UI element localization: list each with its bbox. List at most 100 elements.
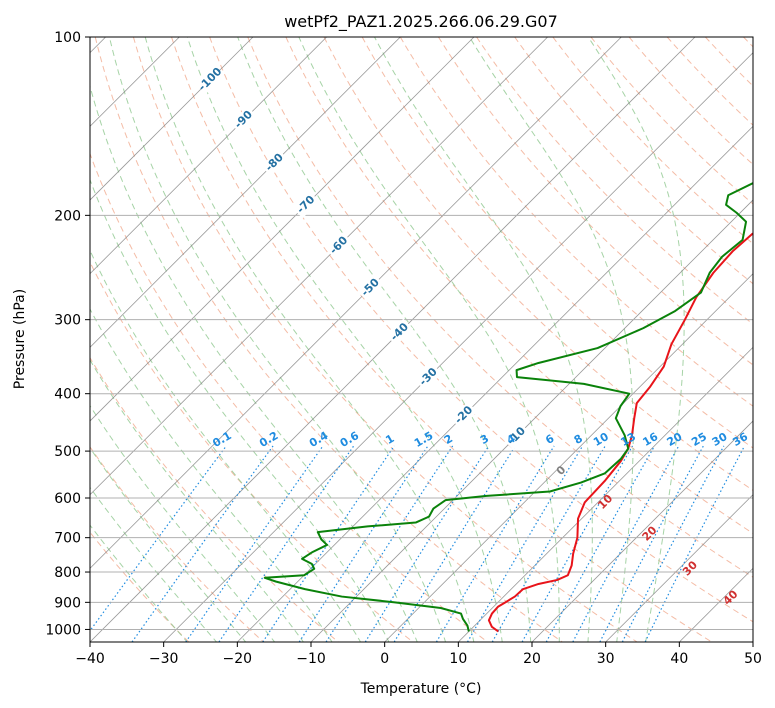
moist-adiabat-line [90, 486, 218, 642]
x-tick-label: −10 [296, 651, 326, 667]
mixing-ratio-line [521, 445, 634, 642]
x-tick-label: −40 [75, 651, 105, 667]
dry-adiabat-line [552, 37, 753, 245]
moist-adiabat-line [587, 37, 685, 642]
isotherm-line [237, 125, 753, 642]
y-tick-label: 400 [54, 387, 81, 403]
isotherm-line [458, 346, 753, 642]
y-tick-label: 800 [54, 565, 81, 581]
mixing-ratio-line [185, 445, 324, 642]
y-tick-label: 1000 [45, 622, 81, 638]
x-tick-label: −30 [149, 651, 179, 667]
dry-adiabat-line [247, 37, 753, 578]
x-tick-label: 50 [744, 651, 762, 667]
x-tick-label: −20 [223, 651, 253, 667]
moist-adiabat-line [90, 308, 333, 642]
dewpoint-profile-line [263, 181, 753, 632]
isotherm-label-bg [450, 401, 478, 429]
chart-title: wetPf2_PAZ1.2025.266.06.29.G07 [284, 12, 558, 32]
dry-adiabat-line [590, 37, 753, 205]
moist-adiabat-line [90, 447, 247, 642]
moist-adiabat-line [90, 359, 305, 642]
moist-adiabat-line [186, 37, 503, 642]
mixing-ratio-line [393, 445, 516, 642]
moist-adiabat-line [144, 37, 475, 642]
moist-adiabat-line [469, 37, 634, 642]
mixing-ratio-line [325, 445, 454, 642]
x-axis-label: Temperature (°C) [360, 681, 482, 697]
moist-adiabat-line [90, 524, 188, 642]
moist-adiabat-line [298, 37, 560, 642]
isotherm-line [90, 37, 254, 201]
isotherm-line [90, 37, 475, 422]
mixing-ratio-line [364, 445, 490, 642]
isotherm-line [90, 37, 622, 569]
isotherm-line [531, 420, 753, 642]
dry-adiabat-line [209, 37, 753, 623]
isotherm-line [90, 37, 548, 496]
mixing-ratio-line [131, 445, 274, 642]
isotherm-line [384, 273, 753, 642]
sounding-series [263, 181, 753, 633]
mixing-ratio-line [218, 445, 355, 642]
x-tick-label: 10 [449, 651, 467, 667]
dry-adiabat-line [90, 446, 264, 642]
isotherm-line [90, 37, 327, 275]
dry-adiabat-line [94, 37, 563, 642]
dry-adiabat-line [399, 37, 753, 407]
moist-adiabat-line [108, 37, 447, 642]
isotherm-label-bg [292, 191, 320, 219]
y-axis-label: Pressure (hPa) [12, 289, 28, 389]
moist-adiabat-line [90, 249, 362, 642]
y-tick-label: 700 [54, 531, 81, 547]
isotherm-line [310, 199, 753, 642]
y-tick-label: 300 [54, 313, 81, 329]
axes: −40 −30 −20 −10 0 10 20 30 40 50 1000 900 800 700 600 5… [45, 30, 762, 667]
y-tick-label: 500 [54, 444, 81, 460]
isotherm-line [90, 37, 401, 348]
dry-adiabat-line [132, 37, 638, 642]
dry-adiabat-line [285, 37, 753, 535]
x-tick-label: 20 [523, 651, 541, 667]
plot-frame [89, 36, 754, 643]
mixing-ratio-line [621, 445, 725, 642]
isotherm-line [752, 641, 753, 642]
dry-adiabat-line [438, 37, 753, 366]
mixing-ratio-line [298, 445, 429, 642]
mixing-ratio-line [644, 445, 746, 642]
mixing-ratio-line [435, 445, 555, 642]
background-lines [90, 37, 753, 642]
x-tick-label: 0 [380, 651, 389, 667]
isotherm-label-bg [503, 422, 531, 450]
dry-adiabat-line [171, 37, 713, 642]
x-tick-label: 30 [597, 651, 615, 667]
isotherm-label-bg [325, 232, 353, 260]
y-tick-label: 600 [54, 491, 81, 507]
isotherm-line [163, 52, 753, 642]
dry-adiabat-line [90, 260, 414, 642]
moist-adiabat-line [90, 404, 276, 642]
y-tick-label: 900 [54, 595, 81, 611]
isotherm-label-bg [386, 318, 414, 346]
dry-adiabat-line [90, 356, 339, 642]
mixing-ratio-line [545, 445, 656, 642]
isotherm-label-bg [357, 274, 385, 302]
dry-adiabat-line [323, 37, 753, 491]
y-tick-label: 100 [54, 30, 81, 46]
moist-adiabat-line [90, 178, 390, 642]
x-tick-label: 40 [670, 651, 688, 667]
y-tick-label: 200 [54, 208, 81, 224]
isotherm-line [605, 494, 753, 642]
plot-background [90, 37, 753, 642]
isotherm-label-bg [196, 66, 224, 94]
pressure-gridlines [90, 37, 753, 630]
isotherm-label-bg [230, 106, 258, 134]
isotherm-label-bg [415, 363, 443, 391]
mixing-ratio-line [466, 445, 584, 642]
temperature-profile-line [487, 232, 753, 633]
isotherm-label-bg [261, 149, 289, 177]
mixing-ratio-line [262, 445, 395, 642]
dry-adiabat-line [90, 152, 488, 642]
moist-adiabat-line [374, 37, 593, 642]
